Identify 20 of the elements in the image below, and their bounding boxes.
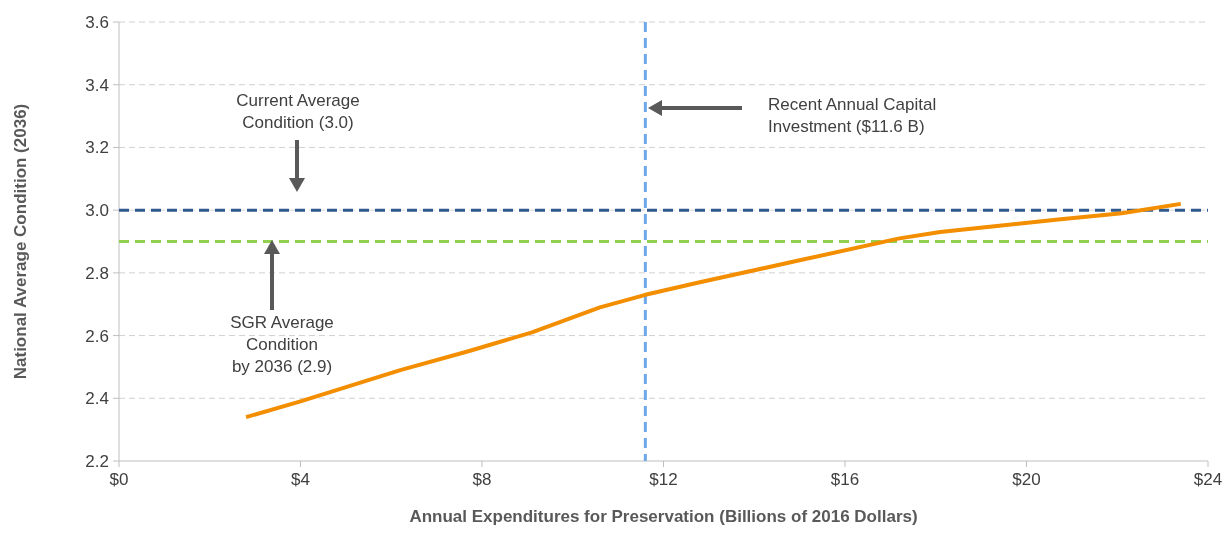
y-tick-label: 2.8 <box>85 263 109 283</box>
y-tick-label: 2.4 <box>85 389 109 409</box>
y-tick-label: 2.2 <box>85 452 109 471</box>
y-tick-label: 3.4 <box>85 75 109 95</box>
x-tick-label: $0 <box>109 470 129 489</box>
annotation: Recent Annual Capital Investment ($11.6 B) <box>768 95 937 136</box>
annotation: Current Average Condition (3.0) <box>236 91 360 132</box>
x-axis-title: Annual Expenditures for Preservation (Billions of 2016 Dollars) <box>409 507 918 526</box>
x-tick-label: $8 <box>472 470 492 489</box>
y-tick-label: 3.0 <box>85 201 109 221</box>
y-tick-label: 3.2 <box>85 138 109 158</box>
y-tick-label: 3.6 <box>85 13 109 32</box>
x-tick-label: $12 <box>649 470 678 489</box>
x-tick-label: $20 <box>1012 470 1041 489</box>
x-tick-label: $4 <box>291 470 310 489</box>
annotation: SGR Average Condition by 2036 (2.9) <box>230 313 334 376</box>
x-tick-label: $24 <box>1193 470 1223 489</box>
y-axis-title: National Average Condition (2036) <box>11 103 30 380</box>
x-tick-label: $16 <box>830 470 860 489</box>
y-tick-label: 2.6 <box>85 326 109 346</box>
